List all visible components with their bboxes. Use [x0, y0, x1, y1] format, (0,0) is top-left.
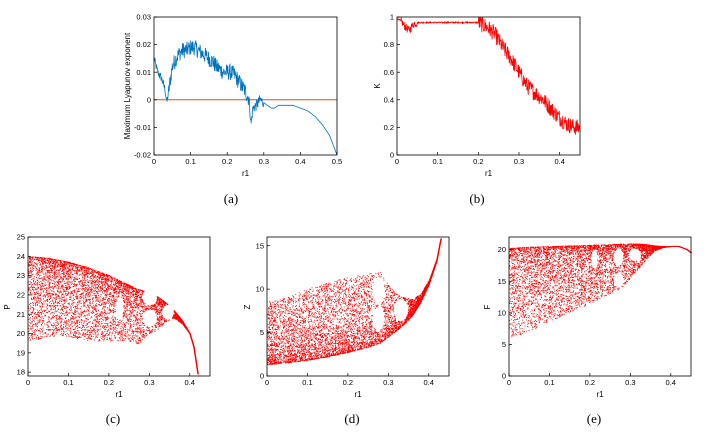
plot-e-ytick-label: 0	[502, 372, 506, 381]
plot-d-branch-line	[412, 238, 442, 308]
plot-e-xtick-label: 0.2	[585, 378, 595, 387]
plot-c-xtick-label: 0.4	[185, 378, 195, 387]
panel-a: 0 0.1 0.2 0.3 0.4 0.5-0.02-0.0100.010.020.03 …	[123, 13, 342, 206]
caption-e: (e)	[587, 411, 601, 426]
plot-d-ylabel: Z	[243, 304, 252, 309]
panel-e: 0 0.1 0.2 0.3 0.4 0 5 10 15 20 r1 F (e)	[483, 236, 692, 426]
plot-b-series-line	[396, 16, 581, 135]
plot-c-ytick-label: 19	[17, 348, 25, 357]
plot-e-ytick-label: 5	[502, 340, 506, 349]
plot-a-xtick-label: 0.1	[185, 157, 195, 166]
plot-a-marks	[153, 40, 338, 156]
plot-e-branch-line	[654, 245, 692, 254]
plot-a-ytick-label: -0.01	[134, 123, 151, 132]
plot-b-ytick-label: 0	[390, 151, 394, 160]
plot-a-xtick-label: 0.2	[222, 157, 232, 166]
plot-c-branch-line	[173, 313, 199, 375]
plot-a-ytick-label: 0.03	[136, 13, 151, 22]
caption-b: (b)	[469, 191, 484, 206]
plot-d-xtick-label: 0.2	[343, 378, 353, 387]
plot-a-ytick-label: -0.02	[134, 151, 151, 160]
plot-e-frame	[508, 236, 692, 377]
plot-c-ytick-label: 20	[17, 329, 25, 338]
plot-b-xtick-label: 0	[395, 157, 399, 166]
plot-c-ytick-label: 25	[17, 233, 25, 242]
plot-b-ytick-label: 1	[390, 13, 394, 22]
plot-d-xtick-label: 0.3	[383, 378, 393, 387]
plot-c-xtick-label: 0	[26, 378, 30, 387]
plot-e-xtick-label: 0	[507, 378, 511, 387]
plot-a-xtick-label: 0.4	[295, 157, 305, 166]
plot-c-ytick-label: 22	[17, 291, 25, 300]
plot-b-ytick-label: 0.6	[384, 68, 394, 77]
plot-e-xtick-label: 0.1	[544, 378, 554, 387]
plot-b-frame	[396, 16, 581, 156]
plot-c-ytick-label: 21	[17, 310, 25, 319]
plot-a-xlabel: r1	[242, 169, 250, 178]
plot-e-ytick-label: 15	[498, 277, 506, 286]
caption-a: (a)	[224, 191, 238, 206]
panel-d: 0 0.1 0.2 0.3 0.4 0 5 10 15 r1 Z (d)	[243, 236, 450, 426]
panel-c: 0 0.1 0.2 0.3 0.4 18 19 20 21 22 23 24 25 r1 P (c)	[3, 233, 211, 426]
plot-d-ticks: 0 0.1 0.2 0.3 0.4 0 5 10 15	[256, 241, 434, 387]
plot-d-ytick-label: 0	[260, 372, 264, 381]
plot-d-ytick-label: 5	[260, 328, 264, 337]
plot-e-xtick-label: 0.3	[625, 378, 635, 387]
plot-d-frame	[266, 236, 450, 377]
plot-d-marks	[267, 238, 442, 366]
plot-e-ytick-label: 10	[498, 308, 506, 317]
plot-c-xlabel: r1	[115, 390, 123, 399]
plot-a-xtick-label: 0.3	[259, 157, 269, 166]
plot-e-xlabel: r1	[596, 390, 604, 399]
plot-d-xtick-label: 0.4	[424, 378, 434, 387]
plot-c-ylabel: P	[3, 304, 12, 309]
plot-b-xtick-label: 0.4	[554, 157, 564, 166]
plot-e-ylabel: F	[483, 304, 492, 309]
plot-c-xtick-label: 0.2	[104, 378, 114, 387]
plot-a-ytick-label: 0.02	[136, 40, 151, 49]
plot-d-xlabel: r1	[354, 390, 362, 399]
plot-b-xtick-label: 0.2	[473, 157, 483, 166]
plot-a-series-line	[153, 40, 338, 156]
plot-e-xtick-label: 0.4	[666, 378, 676, 387]
plot-b-marks	[396, 16, 581, 135]
plot-a-frame	[153, 16, 338, 156]
plot-c-points	[28, 255, 199, 375]
plot-c-frame	[27, 236, 211, 377]
plot-b-xlabel: r1	[485, 169, 493, 178]
plot-c-ytick-label: 23	[17, 271, 25, 280]
plot-a-xtick-label: 0	[152, 157, 156, 166]
plot-c-marks	[28, 255, 199, 375]
plot-d-ytick-label: 10	[256, 285, 264, 294]
plot-d-ytick-label: 15	[256, 241, 264, 250]
plot-a-ytick-label: 0.01	[136, 68, 151, 77]
plot-d-xtick-label: 0.1	[302, 378, 312, 387]
plot-b-xtick-label: 0.3	[514, 157, 524, 166]
plot-b-xtick-label: 0.1	[432, 157, 442, 166]
plot-c-xtick-label: 0.1	[63, 378, 73, 387]
plot-a-xtick-label: 0.5	[332, 157, 342, 166]
plot-c-ticks: 0 0.1 0.2 0.3 0.4 18 19 20 21 22 23 24 25	[17, 233, 195, 387]
caption-c: (c)	[106, 411, 120, 426]
plot-d-points	[267, 238, 442, 366]
plot-e-marks	[509, 243, 692, 338]
plot-b-ytick-label: 0.2	[384, 123, 394, 132]
caption-d: (d)	[344, 411, 359, 426]
plot-c-xtick-label: 0.3	[144, 378, 154, 387]
plot-b-ytick-label: 0.8	[384, 40, 394, 49]
plot-b-ytick-label: 0.4	[384, 95, 394, 104]
plot-c-ytick-label: 18	[17, 368, 25, 377]
plot-a-ytick-label: 0	[147, 95, 151, 104]
plot-e-ticks: 0 0.1 0.2 0.3 0.4 0 5 10 15 20	[498, 245, 676, 387]
plot-b-ticks: 0 0.1 0.2 0.3 0.4 0 0.2 0.4 0.6 0.8 1	[384, 13, 565, 166]
plot-d-xtick-label: 0	[265, 378, 269, 387]
plot-e-points	[509, 243, 692, 338]
panel-b: 0 0.1 0.2 0.3 0.4 0 0.2 0.4 0.6 0.8 1 r1 K (b)	[373, 13, 581, 206]
plot-e-ytick-label: 20	[498, 245, 506, 254]
plot-b-ylabel: K	[373, 83, 382, 89]
plot-c-ytick-label: 24	[17, 252, 25, 261]
plot-a-ylabel: Maximum Lyapunov exponent	[123, 32, 132, 139]
plot-a-ticks: 0 0.1 0.2 0.3 0.4 0.5 -0.02 -0.01 0 0.01 0.02 0.03	[134, 13, 342, 166]
